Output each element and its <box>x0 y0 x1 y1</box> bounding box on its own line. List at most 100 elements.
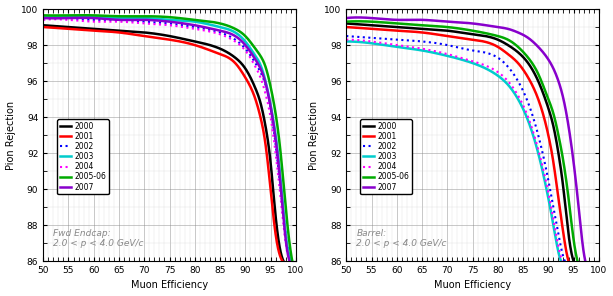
2001 <box>40 25 47 29</box>
Line: 2000: 2000 <box>346 23 599 270</box>
2001 <box>575 268 582 272</box>
2001 <box>534 96 541 100</box>
2007 <box>186 23 194 26</box>
2000 <box>40 23 47 27</box>
2007 <box>292 268 300 272</box>
2007 <box>490 25 497 28</box>
Line: 2003: 2003 <box>44 16 296 270</box>
2007 <box>354 16 361 19</box>
2002 <box>570 268 577 272</box>
Legend: 2000, 2001, 2002, 2003, 2004, 2005-06, 2007: 2000, 2001, 2002, 2003, 2004, 2005-06, 2… <box>57 119 109 194</box>
2000 <box>503 43 511 46</box>
2004 <box>359 39 366 42</box>
2003 <box>292 268 300 272</box>
2001 <box>560 234 568 238</box>
2001 <box>193 44 200 47</box>
2002 <box>343 34 350 38</box>
2000 <box>489 36 497 40</box>
2005-06 <box>560 164 568 168</box>
2007 <box>359 16 366 19</box>
Line: 2002: 2002 <box>346 36 599 270</box>
2005-06 <box>79 13 86 17</box>
2002 <box>232 38 239 41</box>
2002 <box>292 268 300 272</box>
X-axis label: Muon Efficiency: Muon Efficiency <box>434 280 511 290</box>
2005-06 <box>232 27 239 30</box>
2007 <box>232 34 239 38</box>
2002 <box>186 25 194 28</box>
2007 <box>55 17 63 20</box>
2001 <box>292 268 300 272</box>
Legend: 2000, 2001, 2002, 2003, 2004, 2005-06, 2007: 2000, 2001, 2002, 2003, 2004, 2005-06, 2… <box>360 119 412 194</box>
2004 <box>232 40 239 43</box>
2003 <box>560 266 568 269</box>
2000 <box>595 268 603 272</box>
Y-axis label: Pion Rejection: Pion Rejection <box>6 100 15 170</box>
2002 <box>193 26 200 29</box>
2003 <box>40 15 47 18</box>
2007 <box>40 16 47 20</box>
2005-06 <box>595 268 603 272</box>
2002 <box>358 35 365 39</box>
Text: Fwd Endcap:
2.0 < p < 4.0 GeV/c: Fwd Endcap: 2.0 < p < 4.0 GeV/c <box>53 229 144 248</box>
2002 <box>560 257 568 260</box>
2005-06 <box>581 268 588 272</box>
2003 <box>535 151 542 155</box>
2004 <box>535 147 542 151</box>
Line: 2000: 2000 <box>44 25 296 270</box>
2003 <box>257 65 265 68</box>
2005-06 <box>55 14 63 17</box>
2000 <box>231 56 238 59</box>
2001 <box>595 268 603 272</box>
2002 <box>40 16 47 20</box>
2007 <box>79 16 86 20</box>
2003 <box>504 82 511 86</box>
Y-axis label: Pion Rejection: Pion Rejection <box>308 100 319 170</box>
Line: 2002: 2002 <box>44 17 296 270</box>
2000 <box>496 39 503 42</box>
2005-06 <box>354 20 362 23</box>
2000 <box>581 268 588 272</box>
2003 <box>565 268 573 272</box>
2005-06 <box>40 14 47 17</box>
2004 <box>186 26 194 30</box>
2000 <box>55 25 63 28</box>
2004 <box>560 264 568 268</box>
2004 <box>595 268 603 272</box>
2005-06 <box>292 268 300 272</box>
2003 <box>490 71 497 74</box>
2007 <box>343 16 350 20</box>
2004 <box>257 77 265 81</box>
Line: 2003: 2003 <box>346 41 599 270</box>
2007 <box>201 25 208 29</box>
2004 <box>496 72 503 75</box>
2005-06 <box>343 20 350 23</box>
2005-06 <box>535 72 542 75</box>
Text: Barrel:
2.0 < p < 4.0 GeV/c: Barrel: 2.0 < p < 4.0 GeV/c <box>356 229 447 248</box>
2000 <box>560 190 568 193</box>
Line: 2005-06: 2005-06 <box>346 21 599 270</box>
Line: 2001: 2001 <box>44 27 296 270</box>
2003 <box>79 14 86 18</box>
Line: 2001: 2001 <box>346 27 599 270</box>
2000 <box>343 22 350 25</box>
2007 <box>560 100 568 104</box>
2002 <box>534 132 541 135</box>
2003 <box>343 40 350 43</box>
2000 <box>193 40 200 44</box>
2007 <box>585 268 593 272</box>
2004 <box>343 38 350 41</box>
2005-06 <box>504 38 511 41</box>
2000 <box>534 78 541 82</box>
Line: 2004: 2004 <box>346 40 599 270</box>
2000 <box>358 23 365 26</box>
2007 <box>496 25 503 29</box>
2004 <box>51 17 58 21</box>
2003 <box>193 20 200 24</box>
2007 <box>595 268 603 272</box>
2005-06 <box>186 17 194 21</box>
2001 <box>257 116 264 120</box>
2002 <box>55 16 63 19</box>
2005-06 <box>496 35 503 38</box>
Line: 2005-06: 2005-06 <box>44 15 296 270</box>
